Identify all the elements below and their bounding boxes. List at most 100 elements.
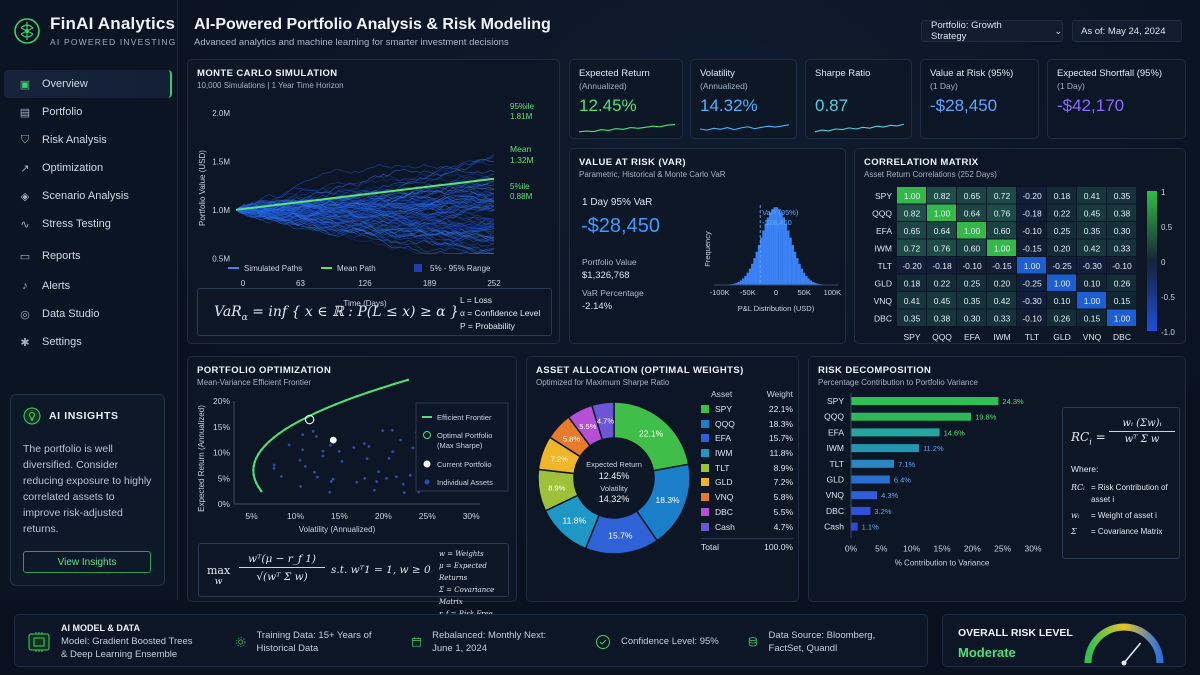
sidebar-item-reports[interactable]: ▭ Reports [0,242,178,270]
formula-description: = Weight of asset i [1091,511,1157,520]
sidebar-item-scenario-analysis[interactable]: ◈ Scenario Analysis [0,182,178,210]
column-label: DBC [1113,332,1131,342]
table-header: Asset Weight [701,387,793,402]
risk-contribution-chart: SPY 24.3% QQQ 19.8% EFA 14.6% IWM 11.2% TLT 7.1% G… [824,393,1042,567]
asset-point [365,457,369,461]
heatmap-cell [897,222,926,239]
panel-title: VALUE AT RISK (VAR) [579,157,686,168]
footer-source: Data Source: Bloomberg, FactSet, Quandl [747,615,897,668]
sidebar-item-portfolio[interactable]: ▤ Portfolio [0,98,178,126]
asset-name: Cash [715,521,735,532]
sidebar-item-stress-testing[interactable]: ∿ Stress Testing [0,210,178,238]
sidebar-item-overview[interactable]: ▣ Overview [4,70,172,98]
asset-point [391,428,394,432]
as-of-date[interactable]: As of: May 24, 2024 [1072,20,1182,42]
risk-label: OVERALL RISK LEVEL [958,627,1073,639]
heatmap-cell [1047,222,1076,239]
histogram-bar [771,209,774,285]
asset-name: TLT [715,462,730,473]
frontier-point [257,452,260,456]
mean-label: Mean [510,144,532,154]
kpi-label: Expected Return [579,68,650,79]
frontier-point [314,411,318,415]
y-tick-label: 10% [213,448,230,458]
allocation-donut: 22.1% 18.3% 15.7% 11.8% 8.9% 7.2% 5.8% 5.5%4.7%… [537,401,691,555]
heatmap-cell [927,222,956,239]
bar-value-label: 6.4% [894,476,911,485]
heatmap-value: 0.35 [964,296,981,306]
var-label: 1 Day 95% VaR [582,197,653,208]
heatmap-cell [927,187,956,204]
heatmap-cell [957,222,986,239]
risk-gauge [1084,623,1164,666]
heatmap-value: 0.38 [1114,209,1131,219]
sidebar-item-label: Stress Testing [42,218,111,230]
asset-weight: 4.7% [773,521,793,532]
bar-value-label: 1.1% [862,523,879,532]
portfolio-select[interactable]: Portfolio: Growth Strategy ⌄ [921,20,1063,42]
color-swatch [701,522,709,531]
ai-insights-text: The portfolio is well diversified. Consi… [23,443,152,535]
heatmap-cell [1077,274,1106,291]
frontier-point [323,407,327,410]
bar [851,475,890,484]
sidebar-item-label: Reports [42,250,81,262]
heatmap-cell [1077,309,1106,326]
x-tick-label: -50K [740,288,756,297]
y-tick-label: 0.5M [212,254,230,263]
heatmap-value: 0.22 [1054,209,1071,219]
heatmap-cell [897,257,926,274]
slice-label: 7.2% [551,455,568,464]
heatmap-cell [987,309,1016,326]
sidebar-item-settings[interactable]: ✱ Settings [0,328,178,356]
heatmap-value: -0.10 [1022,314,1042,324]
brand-logo[interactable]: FinAI Analytics AI POWERED INVESTING [12,14,177,47]
x-tick-label: 0% [845,543,858,553]
asset-point [272,463,276,467]
asset-weight: 5.5% [773,506,793,517]
legend-swatch [414,264,422,272]
monte-carlo-panel: MONTE CARLO SIMULATION 10,000 Simulation… [187,59,560,344]
asset-point [321,454,325,458]
scale-label: 1 [1161,188,1166,197]
kpi-label: Sharpe Ratio [815,68,871,79]
histogram-bar [796,258,799,285]
heatmap-value: 1.00 [904,191,921,201]
sidebar-item-optimization[interactable]: ↗ Optimization [0,154,178,182]
histogram-bar [809,280,813,285]
histogram-bar [751,263,754,285]
color-scale [1147,191,1157,331]
donut-hole [576,440,652,516]
slice-label: 8.9% [548,484,565,493]
asset-point [298,458,302,462]
heatmap-cell [987,257,1016,274]
bar [851,522,858,531]
frontier-point [333,403,337,406]
view-insights-button[interactable]: View Insights [23,551,151,573]
legend-swatch [424,479,430,485]
simulated-path [235,209,495,242]
table-row: DBC 5.5% [701,505,793,520]
kpi-label: Volatility [700,68,735,79]
center-value: 12.45% [599,471,630,481]
chevron-down-icon: ⌄ [1054,25,1062,36]
asset-name: DBC [715,506,733,517]
color-swatch [701,507,709,516]
heatmap-value: -0.15 [1022,244,1042,254]
simulated-path [235,156,495,213]
asset-name: QQQ [715,418,735,429]
bar-value-label: 3.2% [874,507,891,516]
sidebar-item-label: Portfolio [42,106,83,118]
heatmap-cell [1107,274,1136,291]
kpi-sublabel: (Annualized) [700,81,748,91]
legend-label: Simulated Paths [244,264,302,273]
heatmap-cell [1107,257,1136,274]
x-tick-label: 20% [964,543,981,553]
histogram-bar [748,268,752,285]
heatmap-cell [957,204,986,221]
sidebar-item-alerts[interactable]: ♪ Alerts [0,272,178,300]
ai-insights-title: AI INSIGHTS [49,410,119,422]
sidebar-item-risk-analysis[interactable]: ⛉ Risk Analysis [0,126,178,154]
heatmap-value: 0.35 [1084,226,1101,236]
sidebar-item-data-studio[interactable]: ◎ Data Studio [0,300,178,328]
